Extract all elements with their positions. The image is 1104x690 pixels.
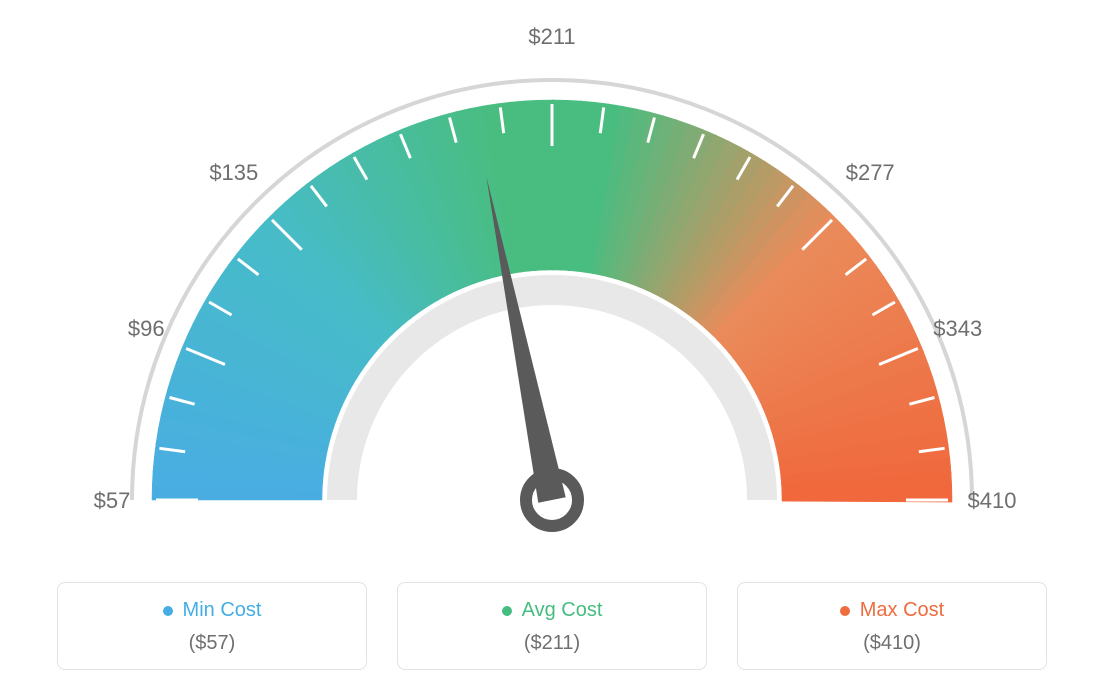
- gauge-tick-label: $57: [94, 488, 131, 513]
- gauge-tick-label: $211: [528, 24, 575, 49]
- dot-min: [163, 606, 173, 616]
- legend-label-max: Max Cost: [860, 599, 944, 622]
- gauge-chart: $57 $96 $135 $211 $277 $343 $410: [0, 0, 1104, 560]
- legend-card-avg: Avg Cost ($211): [397, 582, 707, 670]
- dot-max: [840, 606, 850, 616]
- legend-title-min: Min Cost: [163, 599, 262, 622]
- gauge-svg: $57 $96 $135 $211 $277 $343 $410: [0, 0, 1104, 560]
- legend-label-avg: Avg Cost: [522, 599, 603, 622]
- gauge-tick-label: $277: [846, 160, 895, 185]
- legend-value-avg: ($211): [398, 632, 706, 655]
- gauge-tick-label: $343: [933, 316, 982, 341]
- legend-row: Min Cost ($57) Avg Cost ($211) Max Cost …: [0, 582, 1104, 670]
- legend-title-max: Max Cost: [840, 599, 944, 622]
- legend-title-avg: Avg Cost: [502, 599, 603, 622]
- dot-avg: [502, 606, 512, 616]
- gauge-tick-label: $410: [968, 488, 1017, 513]
- legend-card-min: Min Cost ($57): [57, 582, 367, 670]
- gauge-tick-label: $96: [128, 316, 165, 341]
- legend-card-max: Max Cost ($410): [737, 582, 1047, 670]
- legend-value-min: ($57): [58, 632, 366, 655]
- gauge-tick-label: $135: [209, 160, 258, 185]
- legend-value-max: ($410): [738, 632, 1046, 655]
- legend-label-min: Min Cost: [183, 599, 262, 622]
